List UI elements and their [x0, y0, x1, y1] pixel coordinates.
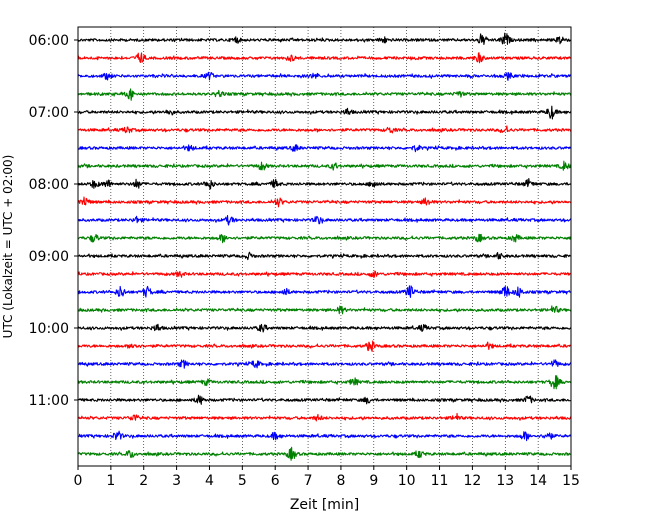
- y-tick-label: 10:00: [29, 321, 69, 337]
- seismic-trace: [77, 233, 572, 244]
- seismic-trace: [77, 340, 572, 352]
- x-tick-label: 9: [369, 473, 378, 489]
- y-tick-label: 11:00: [29, 393, 69, 409]
- seismic-trace: [77, 412, 572, 422]
- x-tick-label: 6: [271, 473, 280, 489]
- x-tick-label: 5: [238, 473, 247, 489]
- seismic-trace: [77, 305, 572, 315]
- x-tick-label: 2: [139, 473, 148, 489]
- seismic-trace: [77, 375, 572, 390]
- y-tick-label: 09:00: [29, 249, 69, 265]
- y-tick-label: 07:00: [29, 105, 69, 121]
- seismic-trace: [77, 71, 572, 81]
- x-axis-ticks: 0 1 2 3 4 5 6 7 8 9 10 11 12 13 14 15: [74, 466, 580, 489]
- x-tick-label: 0: [74, 473, 83, 489]
- seismic-trace: [77, 270, 572, 279]
- x-tick-label: 13: [496, 473, 514, 489]
- x-tick-label: 4: [205, 473, 214, 489]
- x-tick-label: 1: [106, 473, 115, 489]
- seismic-trace: [77, 430, 572, 442]
- seismic-trace: [77, 446, 572, 461]
- seismic-trace: [77, 32, 572, 46]
- y-tick-label: 06:00: [29, 33, 69, 49]
- seismic-trace: [77, 285, 572, 298]
- x-tick-label: 15: [562, 473, 580, 489]
- seismic-trace: [77, 196, 572, 208]
- x-tick-label: 3: [172, 473, 181, 489]
- seismic-trace: [77, 105, 572, 120]
- seismic-trace: [77, 144, 572, 153]
- x-tick-label: 10: [398, 473, 416, 489]
- seismic-trace: [77, 177, 572, 190]
- seismic-trace: [77, 394, 572, 405]
- x-tick-label: 14: [529, 473, 547, 489]
- x-tick-label: 7: [304, 473, 313, 489]
- seismic-trace: [77, 251, 572, 261]
- seismic-trace: [77, 125, 572, 134]
- seismic-trace: [77, 215, 572, 226]
- seismic-trace: [77, 88, 572, 101]
- seismic-trace: [77, 323, 572, 333]
- x-tick-label: 8: [336, 473, 345, 489]
- grid-lines: [110, 27, 539, 466]
- seismic-traces: [77, 32, 572, 461]
- seismic-trace: [77, 160, 572, 171]
- x-axis-label: Zeit [min]: [290, 497, 359, 513]
- y-axis-ticks: 06:00 07:00 08:00 09:00 10:00 11:00: [29, 33, 78, 409]
- x-tick-label: 12: [463, 473, 481, 489]
- y-axis-label: UTC (Lokalzeit = UTC + 02:00): [1, 155, 15, 339]
- seismic-trace: [77, 359, 572, 369]
- y-tick-label: 08:00: [29, 177, 69, 193]
- x-tick-label: 11: [431, 473, 449, 489]
- seismic-trace: [77, 52, 572, 64]
- plot-frame: [77, 26, 572, 467]
